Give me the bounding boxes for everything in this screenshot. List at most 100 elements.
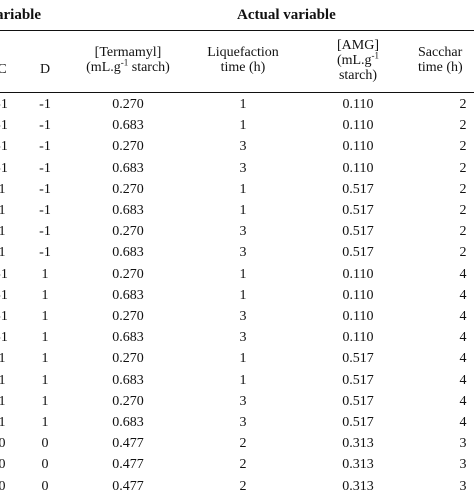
coded-c-cell: -1: [0, 160, 8, 176]
liquefaction-time-cell: 1: [239, 203, 247, 218]
liquefaction-time-cell: 3: [239, 309, 247, 324]
coded-d-cell: 0: [41, 478, 49, 494]
amg-cell: 0.517: [342, 245, 374, 261]
termamyl-cell: 0.683: [112, 330, 144, 346]
coded-c-cell: -1: [0, 118, 8, 134]
table-row: 1 -1 0.683 1 0.517 2: [0, 200, 474, 222]
termamyl-cell: 0.270: [112, 393, 144, 409]
coded-d-cell: 1: [41, 309, 49, 324]
coded-c-cell: 1: [0, 351, 6, 367]
saccharification-time-cell: 4: [459, 393, 467, 409]
coded-d-cell: 1: [41, 372, 49, 388]
column-header-rule: [0, 92, 474, 93]
termamyl-cell: 0.270: [112, 224, 144, 240]
termamyl-cell: 0.683: [112, 372, 144, 388]
liquefaction-time-cell: 3: [239, 160, 247, 176]
amg-cell: 0.313: [342, 457, 374, 473]
termamyl-cell: 0.270: [112, 97, 144, 112]
termamyl-cell: 0.683: [112, 287, 144, 303]
saccharification-time-cell: 2: [459, 245, 467, 261]
header-rule: [0, 30, 474, 31]
saccharification-time-cell: 4: [459, 415, 467, 430]
amg-cell: 0.110: [342, 118, 374, 134]
table-row: -1 1 0.683 3 0.110 4: [0, 327, 474, 349]
termamyl-cell: 0.683: [112, 245, 144, 261]
table-row: -1 -1 0.683 3 0.110 2: [0, 158, 474, 180]
liquefaction-time-cell: 1: [239, 372, 247, 388]
column-header-saccharification: Sacchar time (h): [418, 45, 463, 75]
amg-cell: 0.110: [342, 287, 374, 303]
saccharification-time-cell: 3: [459, 436, 467, 452]
amg-cell: 0.313: [342, 478, 374, 494]
saccharification-time-cell: 3: [459, 457, 467, 473]
liquefaction-time-cell: 1: [239, 97, 247, 112]
coded-c-cell: -1: [0, 97, 8, 112]
coded-c-cell: -1: [0, 309, 8, 324]
coded-d-cell: -1: [39, 224, 51, 240]
saccharification-time-cell: 2: [459, 203, 467, 218]
termamyl-cell: 0.270: [112, 309, 144, 324]
coded-c-cell: 1: [0, 372, 6, 388]
table-row: 0 0 0.477 2 0.313 3: [0, 454, 474, 476]
amg-cell: 0.517: [342, 181, 374, 197]
liquefaction-time-cell: 2: [239, 478, 247, 494]
amg-cell: 0.110: [342, 160, 374, 176]
termamyl-cell: 0.270: [112, 351, 144, 367]
amg-cell: 0.517: [342, 415, 374, 430]
amg-cell: 0.110: [342, 139, 374, 155]
liquefaction-time-cell: 2: [239, 457, 247, 473]
coded-c-cell: 1: [0, 203, 6, 218]
table-row: -1 -1 0.270 3 0.110 2: [0, 136, 474, 158]
coded-d-cell: -1: [39, 245, 51, 261]
table-row: -1 1 0.270 1 0.110 4: [0, 264, 474, 286]
coded-d-cell: -1: [39, 139, 51, 155]
coded-d-cell: -1: [39, 181, 51, 197]
amg-cell: 0.517: [342, 224, 374, 240]
saccharification-time-cell: 4: [459, 351, 467, 367]
table-row: 1 -1 0.270 3 0.517 2: [0, 221, 474, 243]
table-row: -1 1 0.683 1 0.110 4: [0, 285, 474, 307]
termamyl-cell: 0.270: [112, 181, 144, 197]
liquefaction-time-cell: 1: [239, 266, 247, 282]
termamyl-cell: 0.477: [112, 478, 144, 494]
termamyl-cell: 0.477: [112, 457, 144, 473]
coded-d-cell: -1: [39, 160, 51, 176]
termamyl-cell: 0.683: [112, 203, 144, 218]
amg-cell: 0.110: [342, 330, 374, 346]
table-row: -1 -1 0.270 1 0.110 2: [0, 94, 474, 116]
coded-d-cell: 0: [41, 457, 49, 473]
table-row: 1 1 0.270 3 0.517 4: [0, 391, 474, 413]
table-row: 1 1 0.683 3 0.517 4: [0, 412, 474, 434]
amg-cell: 0.517: [342, 393, 374, 409]
coded-c-cell: -1: [0, 139, 8, 155]
coded-d-cell: -1: [39, 97, 51, 112]
coded-c-cell: 1: [0, 181, 6, 197]
coded-c-cell: 1: [0, 224, 6, 240]
liquefaction-time-cell: 3: [239, 415, 247, 430]
table-row: -1 -1 0.683 1 0.110 2: [0, 115, 474, 137]
column-header-c: C: [0, 62, 7, 77]
saccharification-time-cell: 4: [459, 330, 467, 346]
table-row: 0 0 0.477 2 0.313 3: [0, 433, 474, 455]
coded-c-cell: -1: [0, 330, 8, 346]
amg-cell: 0.110: [342, 97, 374, 112]
table-row: 1 -1 0.683 3 0.517 2: [0, 242, 474, 264]
termamyl-cell: 0.270: [112, 266, 144, 282]
coded-d-cell: 1: [41, 393, 49, 409]
amg-cell: 0.313: [342, 436, 374, 452]
saccharification-time-cell: 2: [459, 139, 467, 155]
table-row: 1 1 0.683 1 0.517 4: [0, 370, 474, 392]
liquefaction-time-cell: 1: [239, 287, 247, 303]
saccharification-time-cell: 2: [459, 160, 467, 176]
coded-c-cell: 1: [0, 245, 6, 261]
liquefaction-time-cell: 1: [239, 118, 247, 134]
termamyl-cell: 0.683: [112, 118, 144, 134]
amg-cell: 0.517: [342, 351, 374, 367]
actual-variable-header: Actual variable: [237, 7, 336, 23]
termamyl-cell: 0.477: [112, 436, 144, 452]
table-row: 0 0 0.477 2 0.313 3: [0, 476, 474, 498]
liquefaction-time-cell: 3: [239, 245, 247, 261]
saccharification-time-cell: 4: [459, 266, 467, 282]
saccharification-time-cell: 4: [459, 287, 467, 303]
liquefaction-time-cell: 1: [239, 181, 247, 197]
